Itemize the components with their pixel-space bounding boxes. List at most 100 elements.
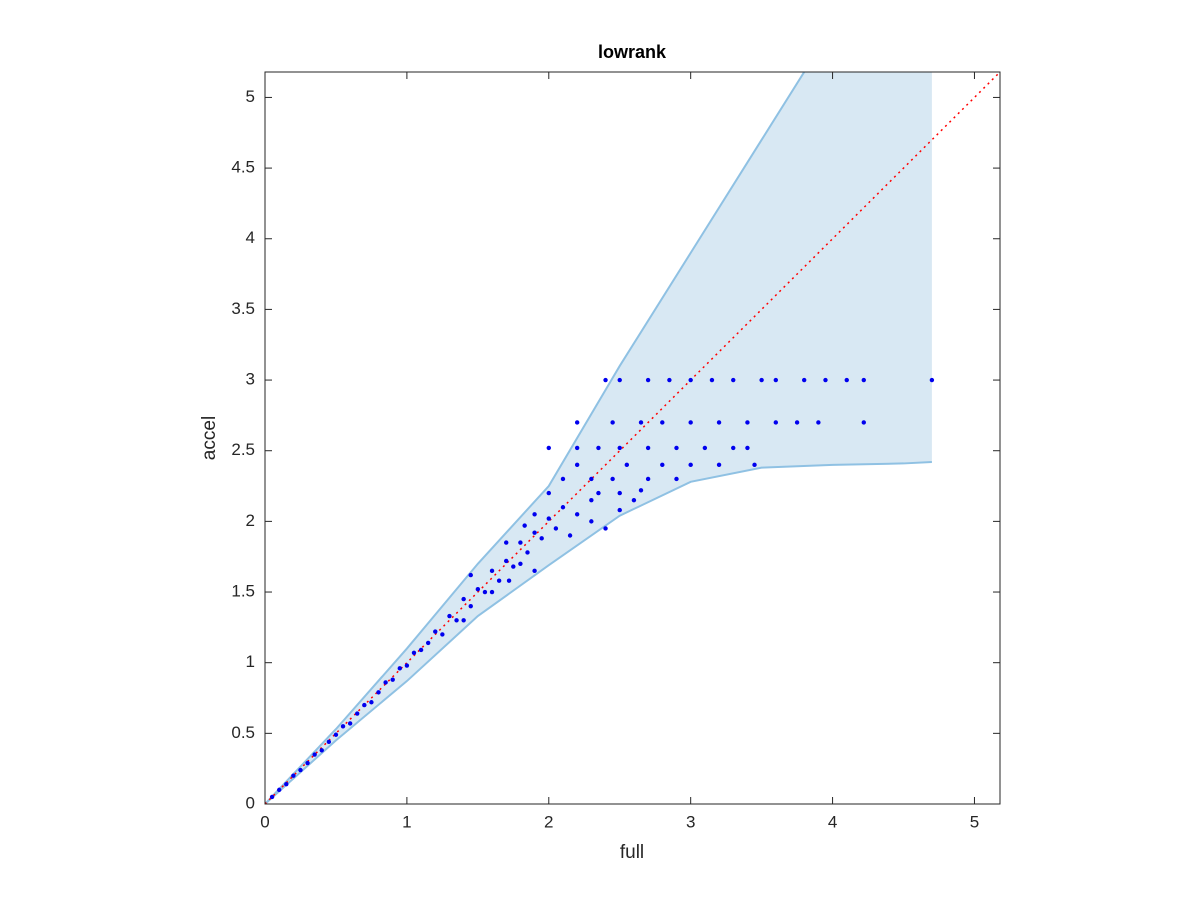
scatter-point [617, 445, 622, 451]
scatter-point [347, 721, 353, 726]
scatter-point [589, 476, 594, 482]
scatter-point [305, 760, 310, 766]
scatter-point [461, 618, 466, 623]
scatter-point [284, 782, 289, 787]
scatter-point [660, 420, 665, 425]
scatter-point [674, 445, 679, 451]
y-tick-label: 1.5 [231, 582, 255, 601]
scatter-point [688, 462, 693, 468]
scatter-point [546, 516, 551, 521]
scatter-point [716, 420, 722, 425]
scatter-point [404, 663, 410, 668]
scatter-point [355, 711, 360, 716]
y-tick-label: 2 [246, 511, 255, 530]
scatter-point [411, 650, 417, 655]
axes-box [264, 71, 1001, 805]
scatter-point [546, 490, 551, 496]
y-tick-label: 4 [246, 228, 255, 247]
scatter-point [745, 445, 750, 451]
scatter-point [645, 377, 651, 383]
scatter-point [574, 445, 580, 451]
x-tick-label: 0 [260, 812, 269, 831]
scatter-point [276, 787, 282, 793]
y-tick-label: 0.5 [231, 723, 255, 742]
scatter-point [773, 377, 779, 383]
scatter-point [667, 377, 672, 383]
scatter-point [518, 540, 523, 545]
scatter-point [709, 377, 715, 383]
scatter-point [397, 666, 402, 671]
scatter-point [589, 519, 594, 524]
scatter-point [638, 420, 644, 425]
scatter-point [617, 490, 622, 496]
x-tick-label: 3 [686, 812, 695, 831]
x-tick-label: 1 [402, 812, 411, 831]
scatter-point [291, 773, 296, 778]
y-tick-label: 5 [246, 87, 255, 106]
reference-line [265, 72, 1000, 804]
band-area [265, 72, 932, 804]
scatter-point [560, 476, 566, 482]
x-tick-label: 2 [544, 812, 553, 831]
scatter-point [496, 578, 502, 583]
x-tick-label: 5 [970, 812, 979, 831]
scatter-point [433, 629, 438, 634]
scatter-point [596, 445, 601, 451]
scatter-point [631, 497, 637, 503]
scatter-point [610, 476, 615, 482]
scatter-point [504, 540, 509, 545]
chart-title: lowrank [598, 42, 667, 62]
x-tick-label: 4 [828, 812, 837, 831]
scatter-point [532, 512, 537, 517]
scatter-point [759, 377, 764, 383]
scatter-point [326, 739, 332, 745]
scatter-point [823, 377, 828, 383]
scatter-point [553, 526, 559, 531]
scatter-point [603, 377, 608, 383]
scatter-point [522, 523, 527, 528]
plot-area [265, 72, 1000, 804]
scatter-point [376, 690, 381, 695]
scatter-point [511, 564, 516, 569]
scatter-point [731, 445, 736, 451]
scatter-point [844, 377, 849, 383]
scatter-point [674, 476, 679, 482]
y-tick-label: 1 [246, 652, 255, 671]
scatter-point [773, 420, 779, 425]
scatter-point [596, 490, 601, 496]
scatter-point [660, 462, 665, 468]
scatter-point [489, 589, 495, 595]
scatter-point [525, 550, 530, 555]
x-axis-label: full [620, 842, 644, 863]
scatter-point [475, 587, 481, 592]
scatter-point [539, 536, 544, 541]
scatter-point [333, 732, 339, 737]
scatter-point [752, 462, 757, 468]
y-axis-label: accel [199, 416, 220, 460]
scatter-point [645, 445, 651, 451]
scatter-point [454, 618, 459, 623]
band-upper-edge [265, 72, 806, 804]
scatter-point [702, 445, 708, 451]
scatter-point [340, 724, 346, 729]
y-tick-label: 2.5 [231, 440, 255, 459]
scatter-point [645, 476, 651, 482]
scatter-point [610, 420, 615, 425]
scatter-point [383, 680, 388, 685]
scatter-point [731, 377, 736, 383]
scatter-point [574, 512, 580, 517]
scatter-point [567, 533, 573, 538]
scatter-point [816, 420, 821, 425]
scatter-point [425, 640, 431, 646]
scatter-point [312, 752, 317, 757]
scatter-point [574, 420, 580, 425]
y-tick-label: 3.5 [231, 299, 255, 318]
scatter-point [589, 497, 594, 503]
scatter-point [447, 613, 452, 619]
scatter-point [504, 558, 509, 564]
scatter-point [560, 505, 566, 510]
scatter-point [929, 377, 935, 383]
scatter-point [369, 700, 374, 705]
scatter-point [688, 420, 693, 425]
